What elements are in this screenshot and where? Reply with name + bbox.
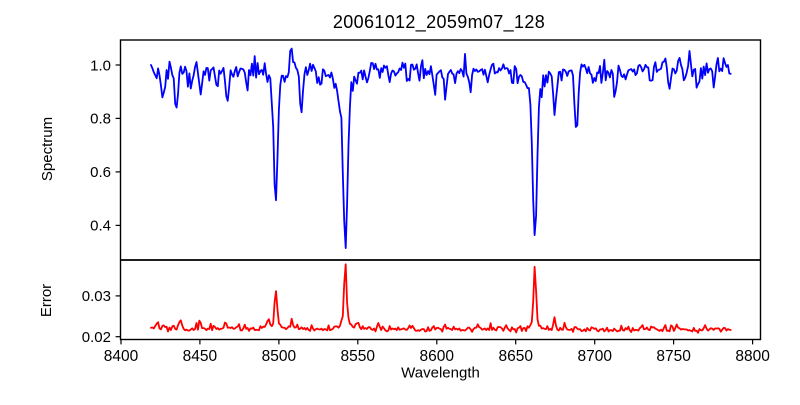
svg-text:0.6: 0.6 [90, 164, 111, 181]
svg-text:8500: 8500 [262, 348, 297, 365]
svg-text:1.0: 1.0 [90, 57, 111, 74]
svg-text:8750: 8750 [656, 348, 691, 365]
svg-text:8800: 8800 [735, 348, 770, 365]
svg-text:8600: 8600 [420, 348, 455, 365]
svg-text:8550: 8550 [341, 348, 376, 365]
svg-text:0.8: 0.8 [90, 111, 111, 128]
svg-text:8650: 8650 [498, 348, 533, 365]
svg-text:0.02: 0.02 [82, 329, 111, 346]
svg-text:Wavelength: Wavelength [401, 365, 480, 382]
svg-text:0.4: 0.4 [90, 218, 111, 235]
svg-text:8400: 8400 [104, 348, 139, 365]
svg-text:8700: 8700 [577, 348, 612, 365]
svg-text:Spectrum: Spectrum [39, 117, 56, 181]
svg-text:0.03: 0.03 [82, 288, 111, 305]
svg-text:Error: Error [38, 284, 55, 317]
svg-text:8450: 8450 [183, 348, 218, 365]
svg-text:20061012_2059m07_128: 20061012_2059m07_128 [333, 12, 545, 33]
